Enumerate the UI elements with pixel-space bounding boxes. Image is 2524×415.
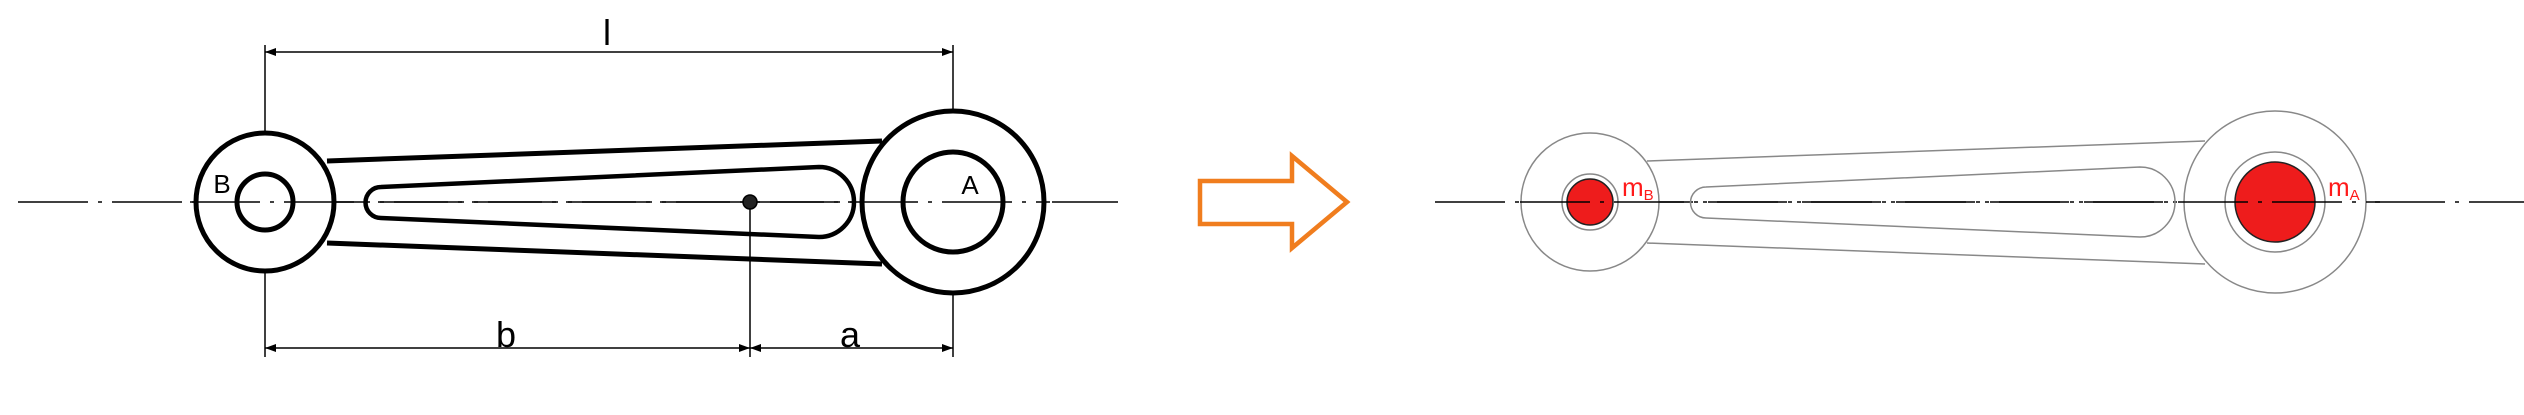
label-mass-b: mB (1622, 172, 1654, 204)
rod-top-edge (326, 138, 883, 164)
equivalent-mass-drawing: mB mA (1435, 110, 2524, 294)
label-point-a: A (961, 170, 979, 200)
label-l: l (603, 12, 611, 53)
label-mass-a: mA (2328, 172, 2360, 204)
rod-slot (363, 164, 857, 240)
transformation-arrow-icon (1197, 151, 1351, 253)
rod-slot-right (1689, 166, 2176, 238)
label-a-dimension: a (840, 314, 861, 355)
rod-bottom-edge-right (1646, 242, 2206, 265)
label-b-dimension: b (496, 314, 516, 355)
rod-bottom-edge (326, 240, 883, 267)
center-of-gravity-dot (742, 194, 758, 210)
original-rod-drawing: l b a B A (18, 12, 1118, 357)
label-point-b: B (213, 169, 230, 199)
rod-top-edge-right (1646, 140, 2206, 162)
